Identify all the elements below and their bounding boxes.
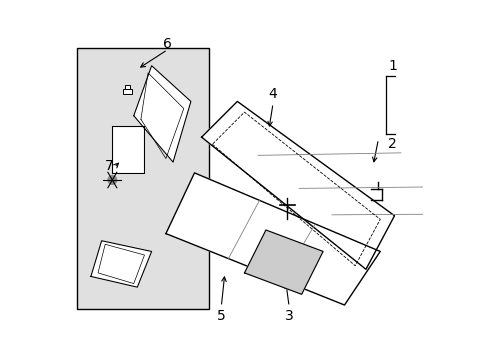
Polygon shape: [91, 241, 151, 287]
Bar: [124, 85, 130, 89]
Polygon shape: [134, 66, 190, 162]
Text: 1: 1: [387, 59, 396, 73]
Text: 6: 6: [163, 37, 172, 51]
Polygon shape: [244, 230, 323, 294]
Polygon shape: [112, 126, 144, 173]
Polygon shape: [165, 173, 380, 305]
Text: 3: 3: [284, 309, 293, 323]
Text: 2: 2: [387, 137, 396, 151]
Text: 5: 5: [217, 309, 225, 323]
Bar: [123, 89, 132, 94]
Text: 7: 7: [104, 159, 113, 173]
Bar: [77, 48, 208, 309]
Circle shape: [108, 176, 116, 184]
Text: 4: 4: [268, 87, 277, 101]
Polygon shape: [201, 102, 394, 269]
